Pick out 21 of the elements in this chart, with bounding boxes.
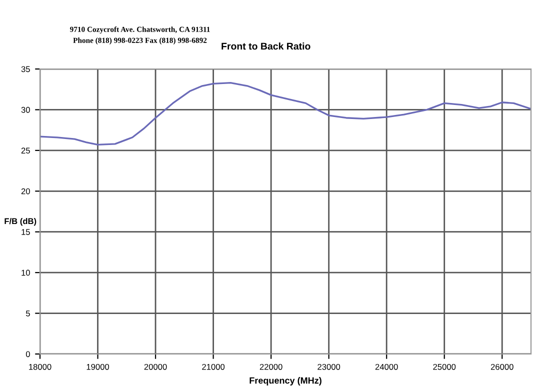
y-tick-label: 0 [26,351,30,358]
y-tick-label: 35 [21,66,30,72]
x-tick-label: 19000 [86,364,110,370]
x-tick-label: 24000 [375,364,398,370]
x-axis-title: Frequency (MHz) [250,377,322,386]
y-axis-title: F/B (dB) [4,218,36,226]
x-tick-label: 23000 [318,364,340,370]
x-tick-label: 20000 [144,364,167,370]
chart-title: Front to Back Ratio [222,42,310,50]
x-tick-label: 18000 [29,364,52,370]
x-tick-label: 21000 [202,364,225,370]
y-tick-label: 20 [21,188,30,194]
y-tick-label: 25 [21,148,30,154]
x-tick-label: 26000 [490,364,514,370]
y-tick-label: 5 [26,310,30,316]
x-tick-label: 25000 [433,364,456,370]
x-tick-label: 22000 [260,364,282,370]
y-tick-label: 15 [22,229,30,235]
y-tick-label: 10 [22,270,30,276]
y-tick-label: 30 [21,106,30,113]
line-series [40,82,531,146]
